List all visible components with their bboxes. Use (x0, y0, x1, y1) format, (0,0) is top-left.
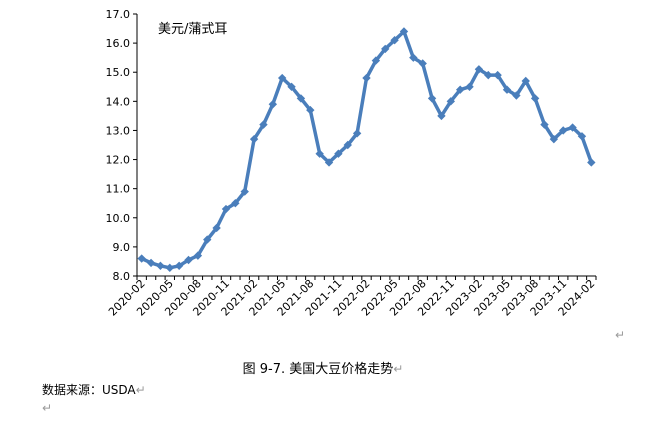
data-point (315, 149, 324, 158)
data-point (381, 44, 390, 54)
data-point (324, 158, 334, 167)
data-point (249, 134, 259, 144)
data-point (287, 82, 296, 91)
data-point (587, 158, 596, 167)
data-point (259, 120, 268, 129)
data-point (484, 70, 493, 80)
data-point (165, 263, 174, 273)
series-group (137, 27, 596, 273)
data-point (146, 258, 156, 268)
data-point (240, 187, 249, 196)
series-line (139, 29, 594, 270)
data-point (502, 85, 512, 94)
data-point (352, 129, 362, 138)
data-point (540, 120, 549, 129)
data-point (174, 261, 184, 271)
source-text: 数据来源：USDA (42, 383, 136, 397)
data-point (455, 85, 465, 94)
data-point (549, 134, 559, 144)
data-point (418, 59, 427, 68)
y-tick-label: 9.0 (113, 241, 131, 254)
y-tick-label: 12.0 (106, 154, 131, 167)
data-point (306, 105, 315, 115)
data-point (399, 27, 409, 36)
paragraph-mark: ↵ (615, 328, 626, 342)
data-point (193, 251, 203, 260)
data-point (203, 235, 212, 244)
y-tick-label: 16.0 (106, 37, 131, 50)
data-point (221, 204, 231, 214)
data-point (568, 123, 577, 132)
unit-label: 美元/蒲式耳 (158, 22, 227, 37)
data-point (512, 91, 521, 100)
y-tick-label: 11.0 (106, 183, 131, 196)
caption-text: 图 9-7. 美国大豆价格走势 (242, 362, 394, 377)
y-tick-label: 8.0 (113, 270, 131, 283)
data-point (334, 149, 343, 158)
data-point (446, 97, 456, 106)
data-point (277, 73, 287, 83)
data-point (156, 261, 165, 271)
y-tick-label: 15.0 (106, 66, 131, 79)
source-note: 数据来源：USDA↵ (42, 381, 146, 398)
data-point (530, 94, 540, 103)
data-point (427, 94, 437, 103)
y-tick-label: 13.0 (106, 124, 131, 137)
data-point (437, 111, 446, 121)
data-point (362, 73, 371, 83)
x-axis: 2020-022020-052020-082020-112021-022021-… (106, 275, 597, 319)
data-point (231, 199, 240, 208)
paragraph-mark: ↵ (42, 401, 53, 415)
y-tick-label: 10.0 (106, 212, 131, 225)
data-point (371, 56, 381, 65)
line-chart: 8.0 9.0 10.0 11.0 12.0 13.0 14.0 15.0 16.0 17.0 2… (106, 8, 598, 319)
data-point (577, 132, 587, 141)
y-axis: 8.0 9.0 10.0 11.0 12.0 13.0 14.0 15.0 16.0 17.0 (106, 8, 138, 283)
data-point (409, 53, 418, 62)
data-point (493, 70, 502, 80)
data-point (521, 76, 530, 86)
data-point (390, 36, 399, 45)
figure-caption: 图 9-7. 美国大豆价格走势↵ (0, 358, 646, 377)
data-point (559, 126, 568, 135)
data-point (137, 254, 146, 263)
paragraph-mark: ↵ (393, 362, 404, 376)
data-point (212, 223, 221, 233)
paragraph-mark: ↵ (135, 383, 146, 397)
data-point (184, 255, 193, 265)
data-point (268, 100, 278, 109)
data-point (465, 82, 474, 91)
data-point (474, 65, 484, 74)
y-tick-label: 14.0 (106, 95, 131, 108)
data-point (296, 94, 306, 103)
y-tick-label: 17.0 (106, 8, 131, 21)
data-point (343, 140, 352, 150)
